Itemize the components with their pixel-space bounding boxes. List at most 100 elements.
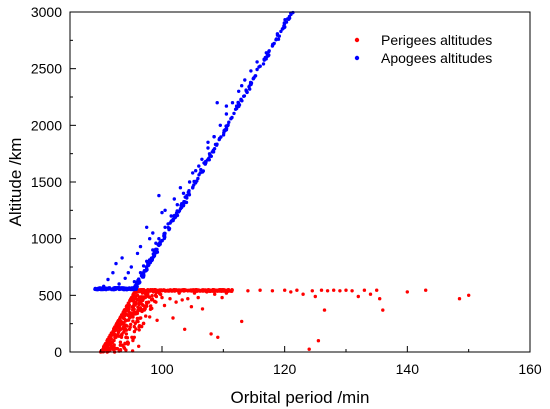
data-point	[180, 298, 184, 302]
data-point	[108, 286, 112, 291]
legend-marker-perigee	[354, 37, 360, 43]
data-point	[122, 286, 127, 291]
data-point	[125, 318, 130, 322]
data-point	[264, 51, 268, 55]
data-point	[258, 288, 262, 292]
data-point	[213, 292, 217, 296]
data-point	[122, 345, 126, 350]
data-point	[194, 169, 198, 173]
data-point	[261, 62, 266, 66]
data-point	[111, 271, 115, 275]
data-point	[230, 101, 235, 105]
data-point	[135, 293, 140, 297]
data-point	[267, 49, 271, 53]
data-point	[118, 348, 123, 352]
data-point	[145, 294, 149, 299]
data-point	[126, 286, 130, 291]
data-point	[153, 293, 158, 298]
data-point	[279, 29, 283, 34]
data-point	[262, 57, 266, 61]
y-tick-label: 1500	[31, 174, 62, 190]
legend: Perigees altitudes Apogees altitudes	[354, 32, 492, 66]
data-point	[467, 293, 471, 297]
data-point	[177, 209, 182, 213]
data-point	[215, 142, 219, 146]
data-point	[224, 291, 229, 295]
data-point	[255, 67, 259, 72]
data-point	[157, 237, 161, 241]
data-point	[227, 120, 231, 124]
data-point	[375, 288, 379, 292]
data-point	[148, 304, 153, 308]
data-point	[286, 17, 290, 21]
data-point	[129, 265, 133, 269]
data-point	[138, 297, 142, 301]
data-point	[126, 308, 130, 312]
data-point	[114, 324, 119, 328]
data-point	[307, 347, 311, 351]
data-point	[275, 33, 280, 37]
data-point	[270, 44, 275, 48]
data-point	[167, 227, 171, 232]
data-point	[132, 285, 137, 290]
data-point	[234, 104, 239, 108]
data-point	[136, 305, 140, 309]
data-point	[112, 338, 116, 343]
data-point	[191, 185, 195, 189]
data-point	[138, 244, 143, 249]
data-point	[125, 324, 129, 328]
data-point	[131, 319, 135, 323]
data-point	[151, 255, 156, 259]
data-point	[132, 324, 136, 329]
legend-marker-apogee	[354, 55, 360, 61]
data-point	[191, 171, 195, 175]
data-point	[132, 280, 137, 284]
data-point	[166, 222, 170, 226]
data-point	[200, 157, 204, 161]
data-point	[140, 288, 145, 293]
data-point	[207, 152, 212, 156]
data-point	[218, 289, 223, 293]
data-point	[196, 176, 200, 181]
data-point	[108, 333, 112, 337]
data-point	[171, 316, 175, 320]
data-point	[103, 343, 108, 347]
apogee-series	[93, 10, 295, 292]
x-axis-title: Orbital period /min	[231, 388, 370, 407]
data-point	[310, 289, 314, 293]
data-point	[122, 330, 126, 334]
data-point	[145, 225, 149, 229]
data-point	[119, 327, 123, 331]
data-point	[143, 307, 147, 311]
data-point	[378, 297, 382, 301]
data-point	[108, 336, 112, 341]
data-point	[132, 329, 137, 334]
data-point	[319, 288, 324, 292]
data-point	[202, 289, 206, 293]
data-point	[144, 304, 149, 308]
data-point	[230, 288, 234, 292]
data-point	[106, 277, 110, 282]
data-point	[203, 162, 207, 166]
data-point	[163, 208, 167, 212]
x-tick-label: 100	[150, 361, 174, 377]
data-point	[114, 287, 118, 291]
data-point	[168, 297, 172, 301]
data-point	[258, 64, 262, 68]
data-point	[219, 135, 223, 139]
data-point	[137, 279, 141, 283]
data-point	[117, 282, 121, 286]
data-point	[116, 330, 121, 335]
data-point	[184, 200, 189, 205]
data-point	[114, 328, 119, 332]
data-point	[124, 305, 129, 309]
data-point	[189, 305, 194, 309]
data-point	[148, 288, 153, 292]
data-point	[180, 288, 184, 292]
data-point	[129, 297, 133, 301]
data-point	[119, 335, 124, 339]
data-point	[197, 164, 201, 168]
data-point	[138, 316, 142, 320]
data-point	[172, 197, 176, 201]
